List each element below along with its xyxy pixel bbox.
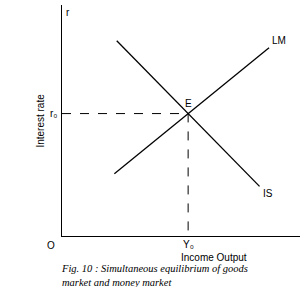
svg-text:O: O xyxy=(47,240,55,251)
svg-text:E: E xyxy=(185,98,192,109)
svg-text:r₀: r₀ xyxy=(50,108,57,119)
svg-text:Interest rate: Interest rate xyxy=(35,94,46,148)
svg-text:r: r xyxy=(66,7,70,18)
svg-text:Fig. 10 : Simultaneous equilib: Fig. 10 : Simultaneous equilibrium of go… xyxy=(61,263,248,287)
svg-text:Income Output: Income Output xyxy=(181,252,247,263)
svg-text:LM: LM xyxy=(272,35,286,46)
svg-text:IS: IS xyxy=(263,188,273,199)
svg-text:Y₀: Y₀ xyxy=(183,239,194,250)
